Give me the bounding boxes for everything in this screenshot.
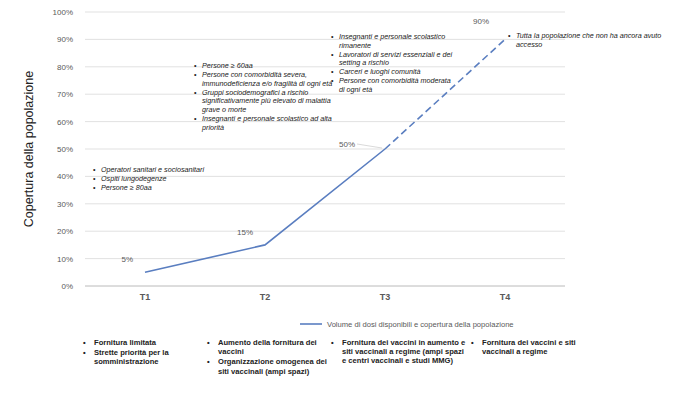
grid-line xyxy=(85,66,565,67)
point-note: Persone ≥ 80aa xyxy=(101,184,213,193)
data-label: 15% xyxy=(237,228,253,237)
y-tick-label: 80% xyxy=(57,63,73,72)
phase-note-list: Aumento della fornitura dei vacciniOrgan… xyxy=(206,338,328,377)
grid-line xyxy=(85,203,565,204)
phase-note: Fornitura limitata xyxy=(94,338,204,347)
data-label: 50% xyxy=(339,140,355,149)
data-label: 5% xyxy=(121,255,133,264)
y-tick-label: 10% xyxy=(57,255,73,264)
phase-note-list: Fornitura dei vaccini in aumento e siti … xyxy=(330,338,470,367)
grid-line xyxy=(85,12,565,13)
x-tick-label: T3 xyxy=(380,292,391,302)
point-note: Lavoratori di servizi essenziali e dei s… xyxy=(339,51,457,68)
x-tick-label: T4 xyxy=(500,292,511,302)
legend-label: Volume di dosi disponibili e copertura d… xyxy=(327,320,514,329)
x-tick-label: T1 xyxy=(140,292,151,302)
y-tick-label: 20% xyxy=(57,227,73,236)
point-note: Tutta la popolazione che non ha ancora a… xyxy=(516,32,666,49)
y-tick-label: 40% xyxy=(57,172,73,181)
y-tick-label: 70% xyxy=(57,90,73,99)
series-group xyxy=(145,39,505,272)
grid-line xyxy=(85,149,565,150)
point-note: Insegnanti e personale scolastico ad alt… xyxy=(202,115,334,132)
y-tick-label: 100% xyxy=(53,8,73,17)
grid-line xyxy=(85,94,565,95)
point-note: Insegnanti e personale scolastico rimane… xyxy=(339,33,457,50)
point-note: Persone ≥ 60aa xyxy=(202,62,334,71)
label-leader xyxy=(357,144,382,148)
grid-line xyxy=(85,39,565,40)
x-tick-label: T2 xyxy=(260,292,271,302)
y-tick-label: 60% xyxy=(57,118,73,127)
point-note-list: Tutta la popolazione che non ha ancora a… xyxy=(507,32,666,50)
phase-note-list: Fornitura dei vaccini e siti vaccinali a… xyxy=(470,338,592,357)
grid-line xyxy=(85,286,565,287)
y-tick-label: 50% xyxy=(57,145,73,154)
point-note: Ospiti lungodegenze xyxy=(101,175,213,184)
data-label: 90% xyxy=(473,17,489,26)
grid-line xyxy=(85,231,565,232)
point-note-list: Insegnanti e personale scolastico rimane… xyxy=(330,33,457,95)
grid: 0% 10% 20% 30% 40% 50% 60% 70% 80% 90% 100% xyxy=(53,8,565,291)
legend: Volume di dosi disponibili e copertura d… xyxy=(300,320,514,329)
y-tick-label: 90% xyxy=(57,35,73,44)
y-axis xyxy=(85,12,86,286)
phase-note: Strette priorità per la somministrazione xyxy=(94,348,204,366)
point-note: Persone con comorbidità severa, immunode… xyxy=(202,71,334,88)
point-note: Gruppi sociodemografici a rischio signif… xyxy=(202,89,334,115)
point-note: Persone con comorbidità moderata di ogni… xyxy=(339,77,457,94)
point-note-list: Persone ≥ 60aaPersone con comorbidità se… xyxy=(193,62,334,133)
phase-note: Aumento della fornitura dei vaccini xyxy=(218,338,328,356)
page: {"chart_data": { "type": "line", "y_labe… xyxy=(0,0,700,412)
x-axis xyxy=(85,286,565,287)
grid-line xyxy=(85,258,565,259)
point-note: Operatori sanitari e sociosanitari xyxy=(101,166,213,175)
legend-swatch xyxy=(300,323,322,325)
point-note: Carceri e luoghi comunità xyxy=(339,68,457,77)
phase-note: Fornitura dei vaccini e siti vaccinali a… xyxy=(482,338,592,356)
point-note-list: Operatori sanitari e sociosanitariOspiti… xyxy=(92,166,213,193)
phase-note-list: Fornitura limitataStrette priorità per l… xyxy=(82,338,204,368)
y-tick-label: 30% xyxy=(57,200,73,209)
y-tick-label: 0% xyxy=(61,282,73,291)
phase-note: Fornitura dei vaccini in aumento e siti … xyxy=(342,338,470,366)
phase-note: Organizzazione omogenea dei siti vaccina… xyxy=(218,357,328,375)
y-axis-title: Copertura della popolazione xyxy=(22,71,36,227)
